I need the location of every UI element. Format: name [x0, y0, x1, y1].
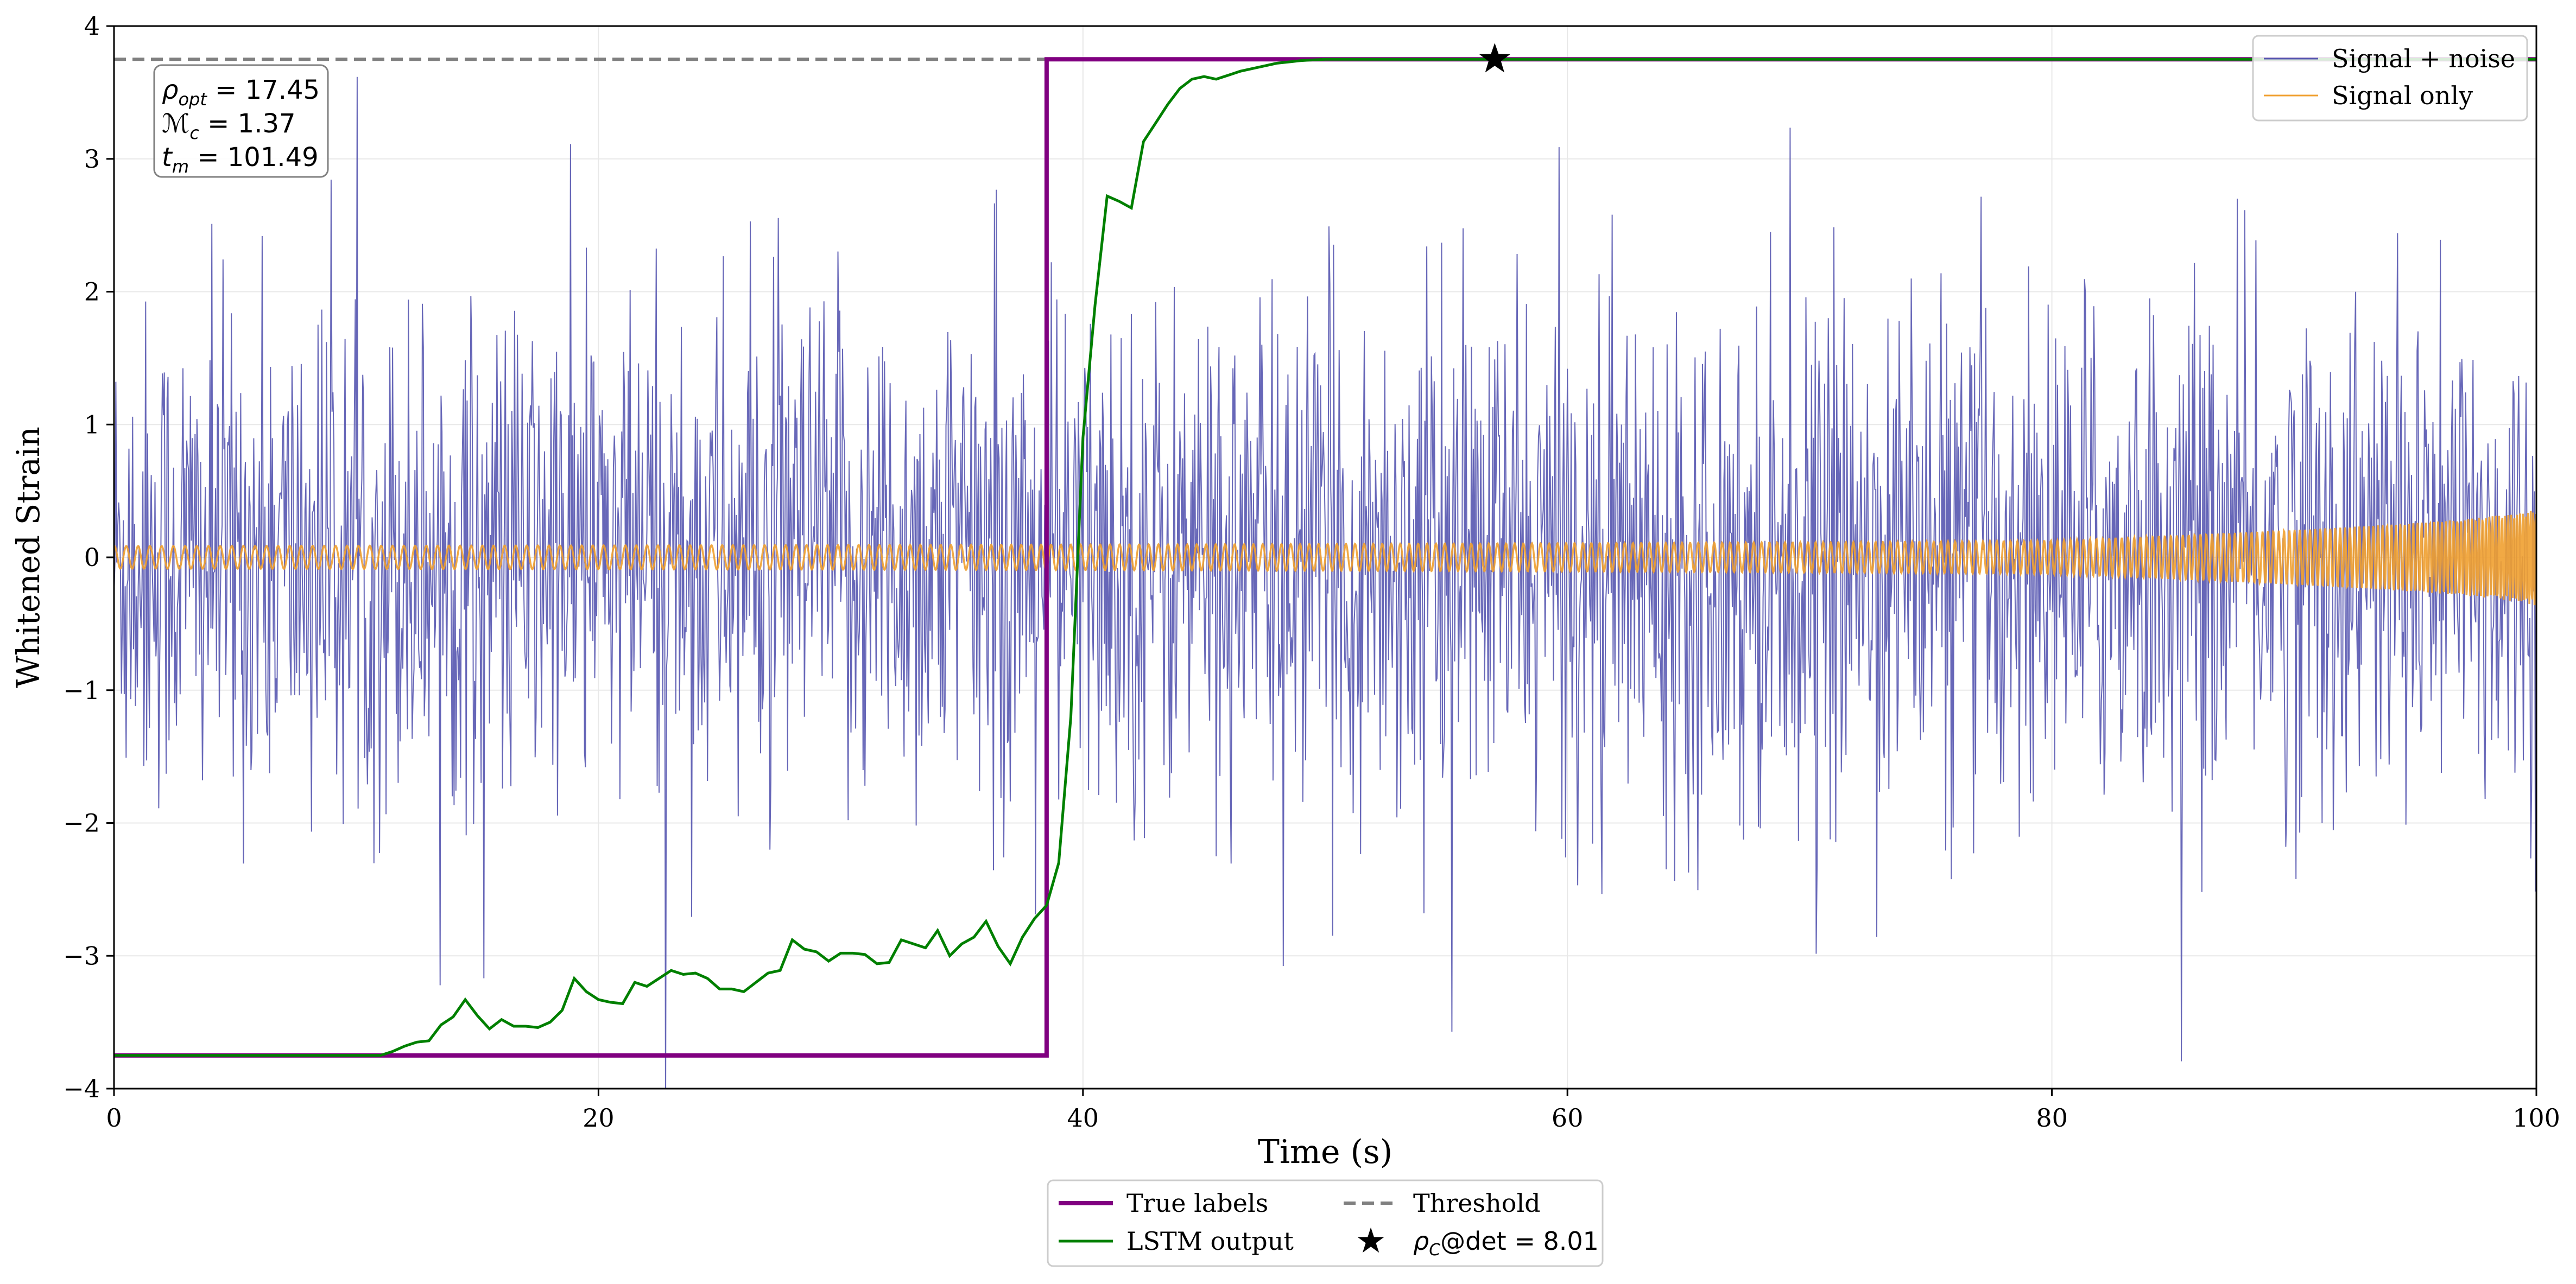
- y-tick-label: 3: [84, 144, 100, 174]
- y-tick-label: 2: [84, 277, 100, 307]
- legend-bottom: True labels Threshold LSTM output ★ ρC@d…: [1047, 1179, 1604, 1267]
- detection-star: [1479, 43, 1510, 73]
- legend-top-right: Signal + noise Signal only: [2252, 35, 2528, 122]
- annotation-rho-opt: ρopt = 17.45: [162, 75, 320, 110]
- y-tick-label: −1: [63, 676, 100, 705]
- legend-label-detection: ρC@det = 8.01: [1413, 1226, 1599, 1260]
- lstm-output-line: [114, 58, 2536, 1057]
- x-tick-label: 0: [106, 1103, 122, 1133]
- legend-label-threshold: Threshold: [1413, 1188, 1541, 1218]
- legend-swatch-detection-star: ★: [1355, 1221, 1386, 1261]
- annotation-chirp-mass: ℳc = 1.37: [162, 109, 296, 143]
- legend-label-signal-only: Signal only: [2332, 81, 2473, 110]
- y-tick-label: −3: [63, 941, 100, 970]
- y-tick-label: −2: [63, 809, 100, 838]
- y-tick-label: 0: [84, 543, 100, 572]
- legend-label-signal-noise: Signal + noise: [2332, 44, 2515, 73]
- legend-bottom-frame: [1047, 1179, 1604, 1267]
- y-tick-label: 4: [84, 11, 100, 41]
- x-tick-label: 100: [2512, 1103, 2560, 1133]
- signal-noise-line: [114, 77, 2536, 1089]
- x-tick-label: 20: [583, 1103, 615, 1133]
- legend-label-lstm-output: LSTM output: [1126, 1226, 1294, 1256]
- annotation-box-frame: [153, 64, 329, 178]
- y-tick-label: 1: [84, 410, 100, 439]
- legend-label-true-labels: True labels: [1126, 1188, 1268, 1218]
- axis-ticks: 0 20 40 60 80 100 −4 −3 −2 −1 0 1 2 3 4: [63, 11, 2560, 1133]
- x-tick-label: 40: [1067, 1103, 1099, 1133]
- x-tick-label: 80: [2036, 1103, 2068, 1133]
- x-axis-label: Time (s): [1258, 1133, 1393, 1171]
- y-axis-label: Whitened Strain: [10, 427, 47, 688]
- x-tick-label: 60: [1552, 1103, 1584, 1133]
- annotation-merger-time: tm = 101.49: [162, 142, 319, 177]
- y-tick-label: −4: [63, 1074, 100, 1103]
- signal-only-line: [114, 511, 2536, 606]
- parameter-annotation-box: ρopt = 17.45 ℳc = 1.37 tm = 101.49: [153, 64, 329, 178]
- legend-top-frame: [2252, 35, 2528, 122]
